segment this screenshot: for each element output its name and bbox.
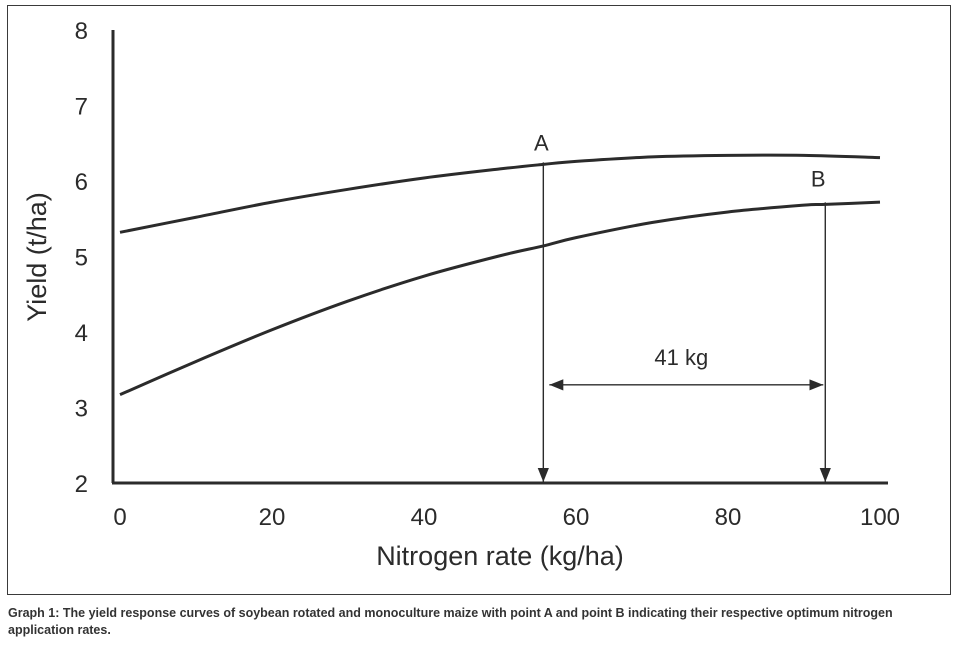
point-label-B: B xyxy=(811,166,826,191)
series-curves xyxy=(119,153,881,397)
x-tick-label: 40 xyxy=(411,504,438,531)
figure-caption: Graph 1: The yield response curves of so… xyxy=(8,606,893,637)
y-tick-label: 5 xyxy=(75,245,88,272)
y-axis-label: Yield (t/ha) xyxy=(22,192,52,322)
tick-labels: 0 20 40 60 80 100 2 3 4 5 6 7 8 xyxy=(75,18,900,531)
x-axis-label: Nitrogen rate (kg/ha) xyxy=(376,541,624,571)
x-tick-label: 60 xyxy=(563,504,590,531)
axes xyxy=(111,30,888,485)
figure-frame xyxy=(7,5,951,595)
point-label-A: A xyxy=(534,130,549,155)
series-curve-1 xyxy=(119,153,881,234)
series-curve-2 xyxy=(119,200,881,397)
x-tick-label: 80 xyxy=(715,504,742,531)
optimum-markers: A B 41 kg xyxy=(534,130,831,482)
y-tick-label: 2 xyxy=(75,471,88,498)
y-tick-label: 6 xyxy=(75,169,88,196)
y-tick-label: 3 xyxy=(75,396,88,423)
yield-response-chart: 0 20 40 60 80 100 2 3 4 5 6 7 8 A B 41 kg Nitrogen rat… xyxy=(22,18,900,571)
x-tick-label: 100 xyxy=(860,504,900,531)
difference-label: 41 kg xyxy=(654,345,708,370)
x-tick-label: 20 xyxy=(259,504,286,531)
y-tick-label: 4 xyxy=(75,320,88,347)
x-tick-label: 0 xyxy=(113,504,126,531)
y-tick-label: 8 xyxy=(75,18,88,45)
y-tick-label: 7 xyxy=(75,94,88,121)
